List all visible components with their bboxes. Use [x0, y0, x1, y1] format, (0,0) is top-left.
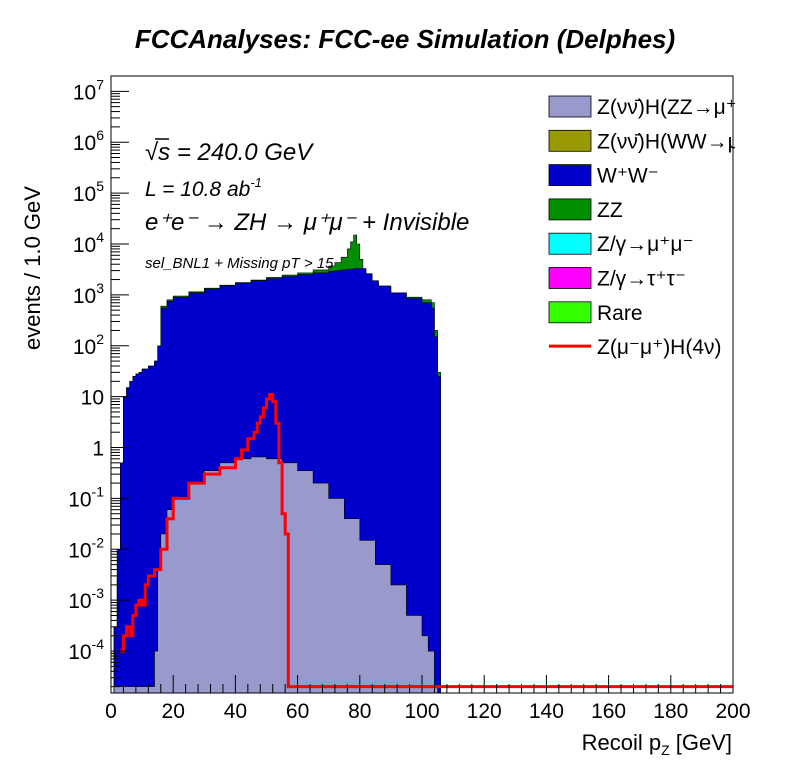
legend-swatch — [548, 95, 592, 118]
x-axis-label-sub: Z — [661, 742, 670, 758]
y-axis-label: events / 1.0 GeV — [20, 186, 45, 350]
series-layer — [113, 234, 733, 693]
x-tick-label: 80 — [348, 700, 371, 723]
y-tick-label: 1 — [92, 438, 104, 461]
x-tick-label: 60 — [286, 700, 309, 723]
legend-label: Z(νν̄)H(ZZ→μ⁺μ⁻νν̄) — [597, 96, 788, 119]
energy-value: = 240.0 GeV — [170, 139, 314, 166]
y-tick-base: 10 — [68, 488, 91, 511]
y-tick-label: 10-4 — [68, 636, 104, 664]
y-tick-base: 10 — [73, 183, 96, 206]
y-tick-exponent: 3 — [96, 280, 104, 296]
legend-label: ZZ — [597, 199, 623, 222]
y-tick-base: 10 — [73, 81, 96, 104]
y-tick-exponent: 6 — [96, 127, 104, 143]
x-tick-label: 0 — [105, 700, 117, 723]
legend-swatch — [548, 301, 592, 324]
y-tick-label: 105 — [73, 178, 104, 206]
y-tick-exponent: 2 — [96, 331, 104, 347]
y-tick-base: 10 — [73, 336, 96, 359]
x-tick-label: 100 — [404, 700, 439, 723]
legend-swatch — [548, 198, 592, 221]
legend-label: Rare — [597, 302, 643, 325]
x-tick-label: 20 — [162, 700, 185, 723]
y-tick-base: 10 — [73, 234, 96, 257]
legend-swatch — [548, 164, 592, 187]
y-tick-base: 10 — [68, 641, 91, 664]
legend-label: Z/γ→μ⁺μ⁻ — [597, 233, 694, 256]
legend-label: Z(νν̄)H(WW→μ⁺νμ⁻ν̄) — [597, 130, 796, 153]
legend-label: Z(μ⁻μ⁺)H(4ν) — [597, 336, 722, 359]
y-tick-label: 104 — [73, 229, 104, 257]
y-tick-label: 10-3 — [68, 585, 104, 613]
y-tick-exponent: 7 — [96, 76, 104, 92]
y-tick-exponent: -3 — [92, 585, 105, 601]
y-tick-exponent: -2 — [92, 534, 105, 550]
x-axis-label-main: Recoil p — [582, 730, 661, 755]
legend-label: W⁺W⁻ — [597, 165, 659, 188]
y-tick-exponent: 5 — [96, 178, 104, 194]
y-tick-exponent: -4 — [92, 636, 105, 652]
x-tick-label: 180 — [653, 700, 688, 723]
legend: Z(νν̄)H(ZZ→μ⁺μ⁻νν̄) Z(νν̄)H(WW→μ⁺νμ⁻ν̄) W⁺… — [548, 95, 796, 359]
y-tick-label: 10-1 — [68, 483, 104, 511]
sqrt-s-annotation: √s = 240.0 GeV — [145, 139, 314, 166]
y-tick-label: 102 — [73, 331, 104, 359]
x-tick-label: 160 — [591, 700, 626, 723]
lumi-annotation: L = 10.8 ab-1 — [145, 175, 262, 201]
legend-label: Z/γ→τ⁺τ⁻ — [597, 268, 686, 291]
y-tick-label: 106 — [73, 127, 104, 155]
y-tick-base: 1 — [92, 438, 104, 461]
x-tick-label: 200 — [715, 700, 750, 723]
lumi-text: L = 10.8 ab — [145, 178, 251, 201]
x-axis: 0 20 40 60 80 100 120 140 160 180 200 — [105, 675, 751, 723]
legend-swatch — [548, 267, 592, 289]
y-tick-label: 10-2 — [68, 534, 104, 562]
legend-swatch — [548, 129, 592, 152]
x-tick-label: 40 — [224, 700, 247, 723]
y-tick-base: 10 — [73, 285, 96, 308]
lumi-sup: -1 — [250, 175, 262, 190]
y-tick-label: 103 — [73, 280, 104, 308]
sqrt-var: s — [158, 139, 170, 166]
y-tick-base: 10 — [73, 132, 96, 155]
x-axis-label-unit: [GeV] — [670, 730, 732, 755]
sqrt-symbol: √ — [145, 139, 159, 166]
y-tick-base: 10 — [68, 539, 91, 562]
y-tick-exponent: 4 — [96, 229, 104, 245]
y-tick-label: 107 — [73, 76, 104, 104]
y-tick-base: 10 — [68, 590, 91, 613]
legend-swatch — [548, 232, 592, 255]
x-tick-label: 120 — [467, 700, 502, 723]
x-tick-label: 140 — [529, 700, 564, 723]
y-tick-exponent: -1 — [92, 483, 105, 499]
signal-line — [120, 393, 733, 689]
y-tick-label: 10 — [81, 387, 104, 410]
chart-title: FCCAnalyses: FCC-ee Simulation (Delphes) — [135, 24, 675, 54]
x-axis-label: Recoil pZ [GeV] — [582, 730, 732, 758]
y-tick-base: 10 — [81, 387, 104, 410]
selection-annotation: sel_BNL1 + Missing pT > 15 — [145, 255, 334, 272]
process-annotation: e⁺e⁻ → ZH → μ⁺μ⁻ + Invisible — [145, 209, 469, 236]
annotations: √s = 240.0 GeV L = 10.8 ab-1 e⁺e⁻ → ZH →… — [145, 138, 469, 272]
